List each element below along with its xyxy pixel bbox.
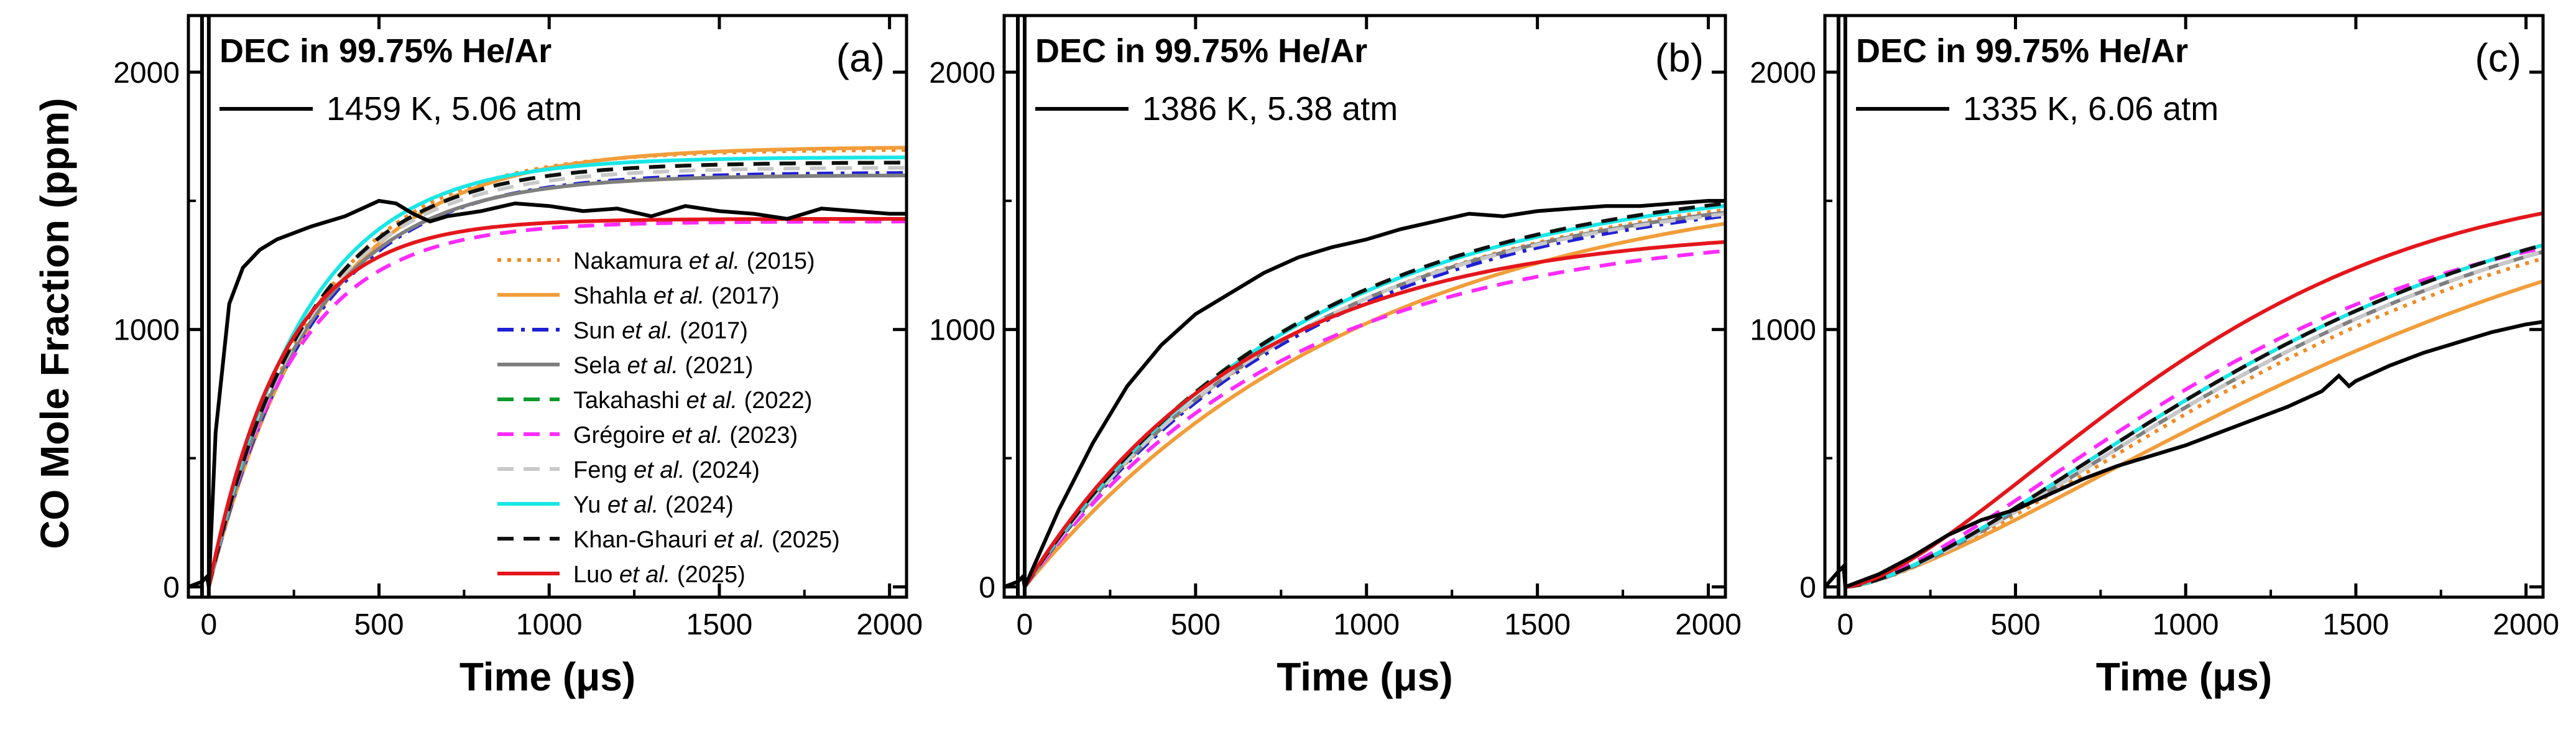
legend-entry: Nakamura et al. (2015) xyxy=(573,248,815,274)
series-line-sun xyxy=(206,171,907,588)
experiment-line xyxy=(1825,320,2543,590)
plot-area xyxy=(1825,16,2543,597)
panel-2: 0 500 1000 1500 2000 0 1000 2000 DEC in 99.75% H… xyxy=(929,14,1742,699)
panel-title: DEC in 99.75% He/Ar xyxy=(1856,32,2188,70)
series-line-feng xyxy=(1845,249,2543,589)
legend-entry: Khan-Ghauri et al. (2025) xyxy=(573,527,840,553)
y-tick-label: 1000 xyxy=(929,314,995,347)
y-tick-label: 0 xyxy=(163,571,180,604)
x-tick-label: 2000 xyxy=(1675,608,1742,641)
x-axis-label: Time (μs) xyxy=(2096,654,2272,699)
series-line-shahla xyxy=(1845,279,2543,589)
legend: Nakamura et al. (2015) Shahla et al. (201… xyxy=(497,248,840,588)
series-line-luo xyxy=(1845,211,2543,589)
axes-frame xyxy=(1823,14,2545,599)
series-line-luo xyxy=(1023,240,1725,588)
panel-title: DEC in 99.75% He/Ar xyxy=(219,32,552,70)
x-tick-label: 0 xyxy=(1837,608,1854,641)
axes-frame xyxy=(1002,14,1727,599)
x-tick-label: 1500 xyxy=(2323,608,2389,641)
x-axis-label: Time (μs) xyxy=(459,654,635,699)
y-tick-label: 2000 xyxy=(1750,57,1816,90)
series-line-sela xyxy=(1023,210,1725,588)
series-line-nakamura xyxy=(1023,208,1725,588)
series-line-yu xyxy=(206,156,907,588)
legend-entry: Takahashi et al. (2022) xyxy=(573,388,812,414)
x-tick-label: 1500 xyxy=(686,608,753,641)
plot-area xyxy=(1004,16,1725,597)
y-tick-label: 0 xyxy=(979,571,995,604)
condition-label: 1386 K, 5.38 atm xyxy=(1142,90,1398,128)
series-line-grégoire xyxy=(1023,249,1725,588)
series-line-takahashi xyxy=(1023,203,1725,588)
experiment-line xyxy=(188,198,907,589)
series-line-khan-ghauri xyxy=(1023,202,1725,588)
series-line-khan-ghauri xyxy=(206,160,907,588)
y-tick-label: 2000 xyxy=(929,57,995,90)
panel-3: 0 500 1000 1500 2000 0 1000 2000 DEC in 99.75% H… xyxy=(1750,14,2559,699)
series-line-sun xyxy=(1845,249,2543,589)
series-line-sun xyxy=(1023,214,1725,588)
series-line-nakamura xyxy=(1845,256,2543,589)
series-line-feng xyxy=(206,165,907,588)
x-tick-label: 1000 xyxy=(516,608,583,641)
legend-entry: Sela et al. (2021) xyxy=(573,353,753,379)
series-line-grégoire xyxy=(206,220,907,588)
condition-label: 1459 K, 5.06 atm xyxy=(326,90,582,128)
x-tick-label: 500 xyxy=(354,608,404,641)
legend-entry: Sun et al. (2017) xyxy=(573,318,748,344)
y-tick-label: 1000 xyxy=(113,314,180,347)
legend-entry: Luo et al. (2025) xyxy=(573,562,746,588)
panel-label: (b) xyxy=(1655,35,1704,80)
y-axis-label: CO Mole Fraction (ppm) xyxy=(32,98,77,549)
y-tick-label: 1000 xyxy=(1750,314,1816,347)
x-tick-label: 500 xyxy=(1990,608,2040,641)
condition-label: 1335 K, 6.06 atm xyxy=(1963,90,2218,128)
series-line-shahla xyxy=(1023,221,1725,588)
x-axis-label: Time (μs) xyxy=(1276,654,1452,699)
x-tick-label: 2000 xyxy=(2493,608,2559,641)
x-tick-label: 0 xyxy=(200,608,217,641)
x-tick-label: 2000 xyxy=(856,608,923,641)
series-line-khan-ghauri xyxy=(1845,243,2543,589)
series-line-yu xyxy=(1023,203,1725,588)
x-tick-label: 1000 xyxy=(1333,608,1400,641)
x-tick-label: 500 xyxy=(1171,608,1221,641)
panel-label: (c) xyxy=(2475,35,2521,80)
x-tick-label: 1500 xyxy=(1504,608,1571,641)
series-line-sela xyxy=(206,174,907,588)
series-line-sela xyxy=(1845,249,2543,589)
y-tick-label: 2000 xyxy=(113,57,180,90)
experiment-line xyxy=(1004,198,1725,593)
series-line-feng xyxy=(1023,212,1725,588)
legend-entry: Yu et al. (2024) xyxy=(573,492,734,518)
legend-entry: Grégoire et al. (2023) xyxy=(573,422,798,448)
panels: 0 500 1000 1500 2000 0 1000 2000 DEC in 99.75% H… xyxy=(113,14,2559,699)
x-tick-label: 0 xyxy=(1017,608,1033,641)
panel-title: DEC in 99.75% He/Ar xyxy=(1035,32,1367,70)
panel-1: 0 500 1000 1500 2000 0 1000 2000 DEC in 99.75% H… xyxy=(113,14,923,699)
axes-frame xyxy=(187,14,908,599)
series-line-grégoire xyxy=(1845,246,2543,589)
x-tick-label: 1000 xyxy=(2153,608,2219,641)
panel-label: (a) xyxy=(836,35,885,80)
plot-area xyxy=(188,16,907,597)
y-tick-label: 0 xyxy=(1799,571,1816,604)
legend-entry: Feng et al. (2024) xyxy=(573,457,760,483)
legend-entry: Shahla et al. (2017) xyxy=(573,283,780,309)
